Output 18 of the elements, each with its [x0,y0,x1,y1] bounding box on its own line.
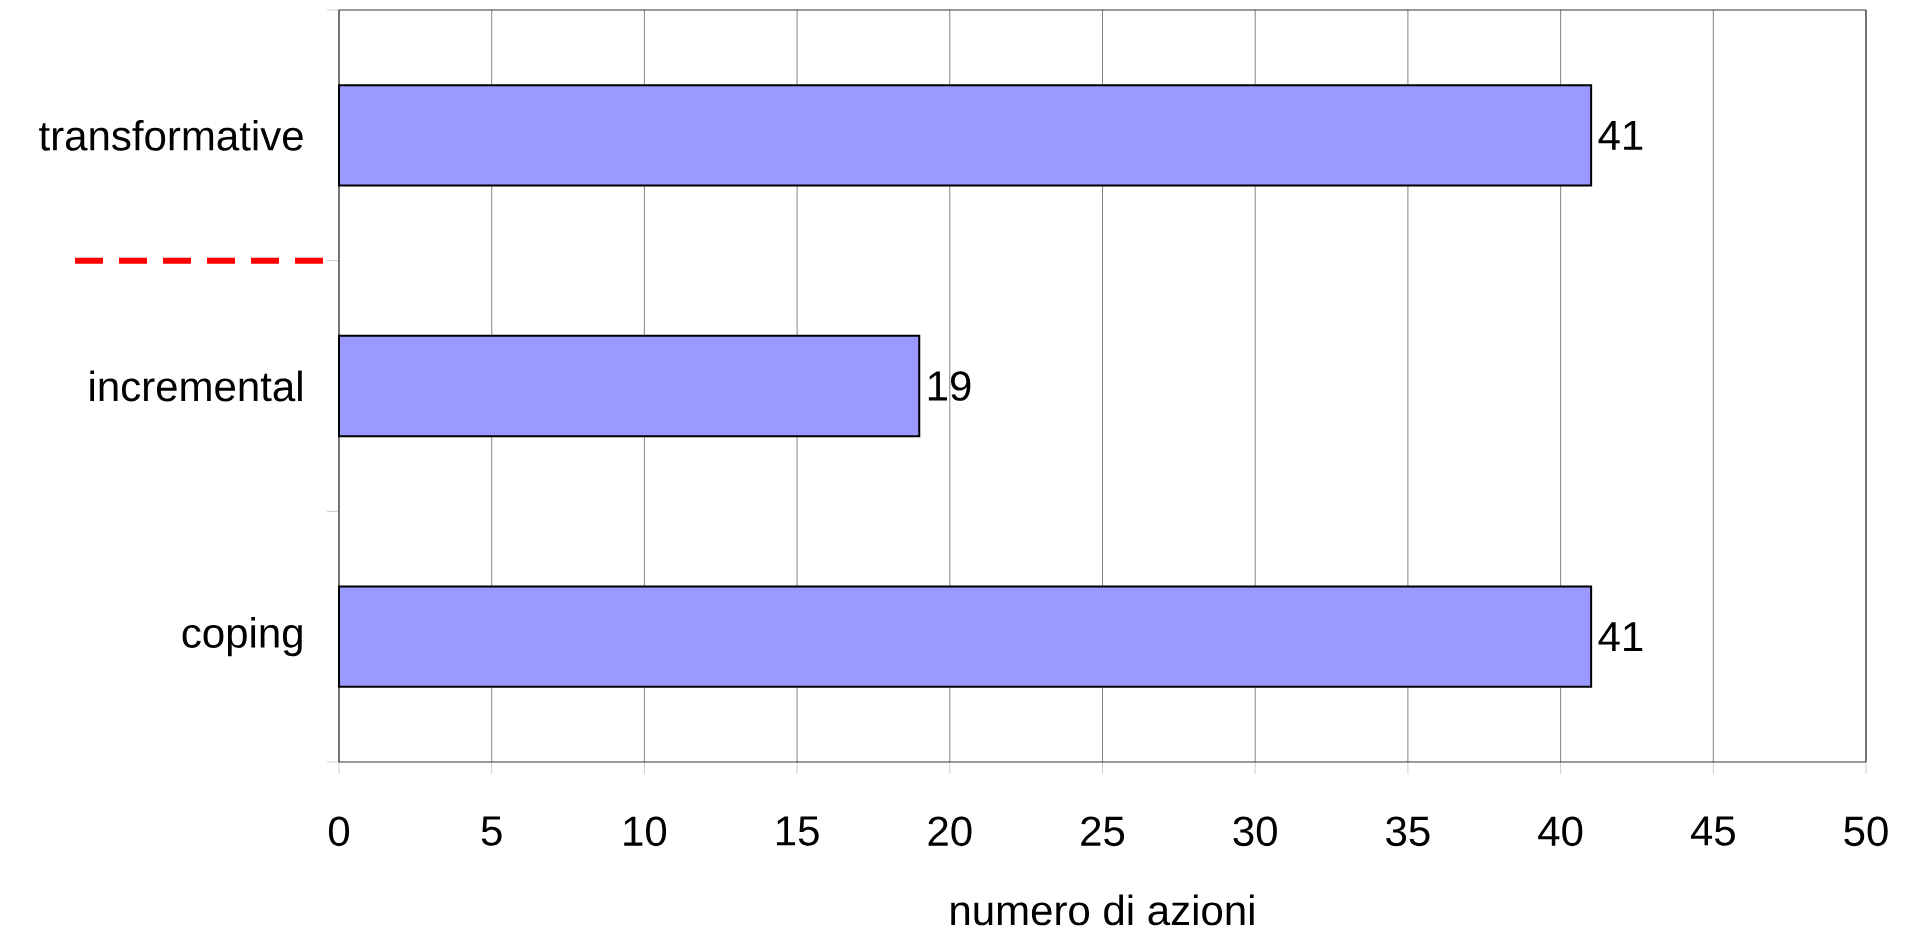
x-tick-label: 25 [1081,816,1125,846]
x-tick-label: 30 [1233,816,1277,846]
x-axis-title: numero di azioni [951,894,1254,926]
y-tick-label: coping [182,616,302,657]
x-tick-label: 40 [1538,816,1583,846]
x-tick-label: 35 [1386,816,1430,846]
y-tick-label: incremental [90,370,302,402]
data-label: 19 [928,370,971,401]
x-tick-label: 15 [776,816,819,846]
x-tick-label: 0 [328,816,350,846]
y-tick-label: transformative [39,119,303,151]
x-tick-label: 10 [624,816,667,846]
x-tick-label: 5 [481,816,502,846]
x-tick-label: 20 [928,816,972,846]
x-tick-label: 50 [1844,816,1888,846]
x-tick-label: 45 [1690,816,1735,846]
data-label: 41 [1598,120,1643,150]
data-label: 41 [1598,622,1643,651]
